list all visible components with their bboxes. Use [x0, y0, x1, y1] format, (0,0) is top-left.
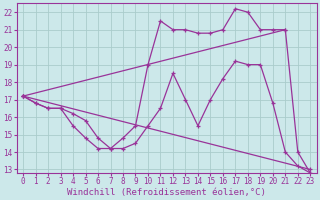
X-axis label: Windchill (Refroidissement éolien,°C): Windchill (Refroidissement éolien,°C) [67, 188, 266, 197]
